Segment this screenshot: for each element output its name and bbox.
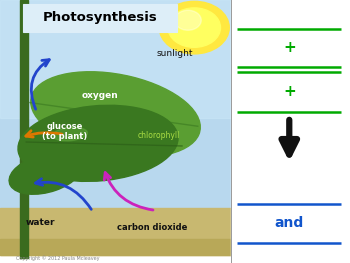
Bar [20,0,28,258]
Text: water: water [26,218,55,227]
Circle shape [159,1,229,54]
Text: Photosynthesis: Photosynthesis [42,11,157,24]
Circle shape [168,8,220,47]
Text: Copyright © 2012 Paula Mcleavey: Copyright © 2012 Paula Mcleavey [16,255,99,261]
Text: chlorophyll: chlorophyll [138,131,181,140]
Bar [0,208,231,255]
Ellipse shape [18,105,178,181]
Bar [0,0,231,118]
Text: and: and [275,216,304,230]
Ellipse shape [52,127,88,141]
Ellipse shape [31,72,200,157]
Ellipse shape [9,153,82,194]
Text: glucose
(to plant): glucose (to plant) [42,122,88,141]
Text: +: + [283,40,296,55]
Bar [0,0,231,216]
Bar [0,239,231,255]
Bar [231,0,350,263]
Circle shape [175,10,201,30]
Text: +: + [283,84,296,99]
Bar [23,4,177,32]
Text: sunlight: sunlight [157,49,193,58]
Text: oxygen: oxygen [81,92,118,100]
Text: carbon dioxide: carbon dioxide [117,223,188,232]
